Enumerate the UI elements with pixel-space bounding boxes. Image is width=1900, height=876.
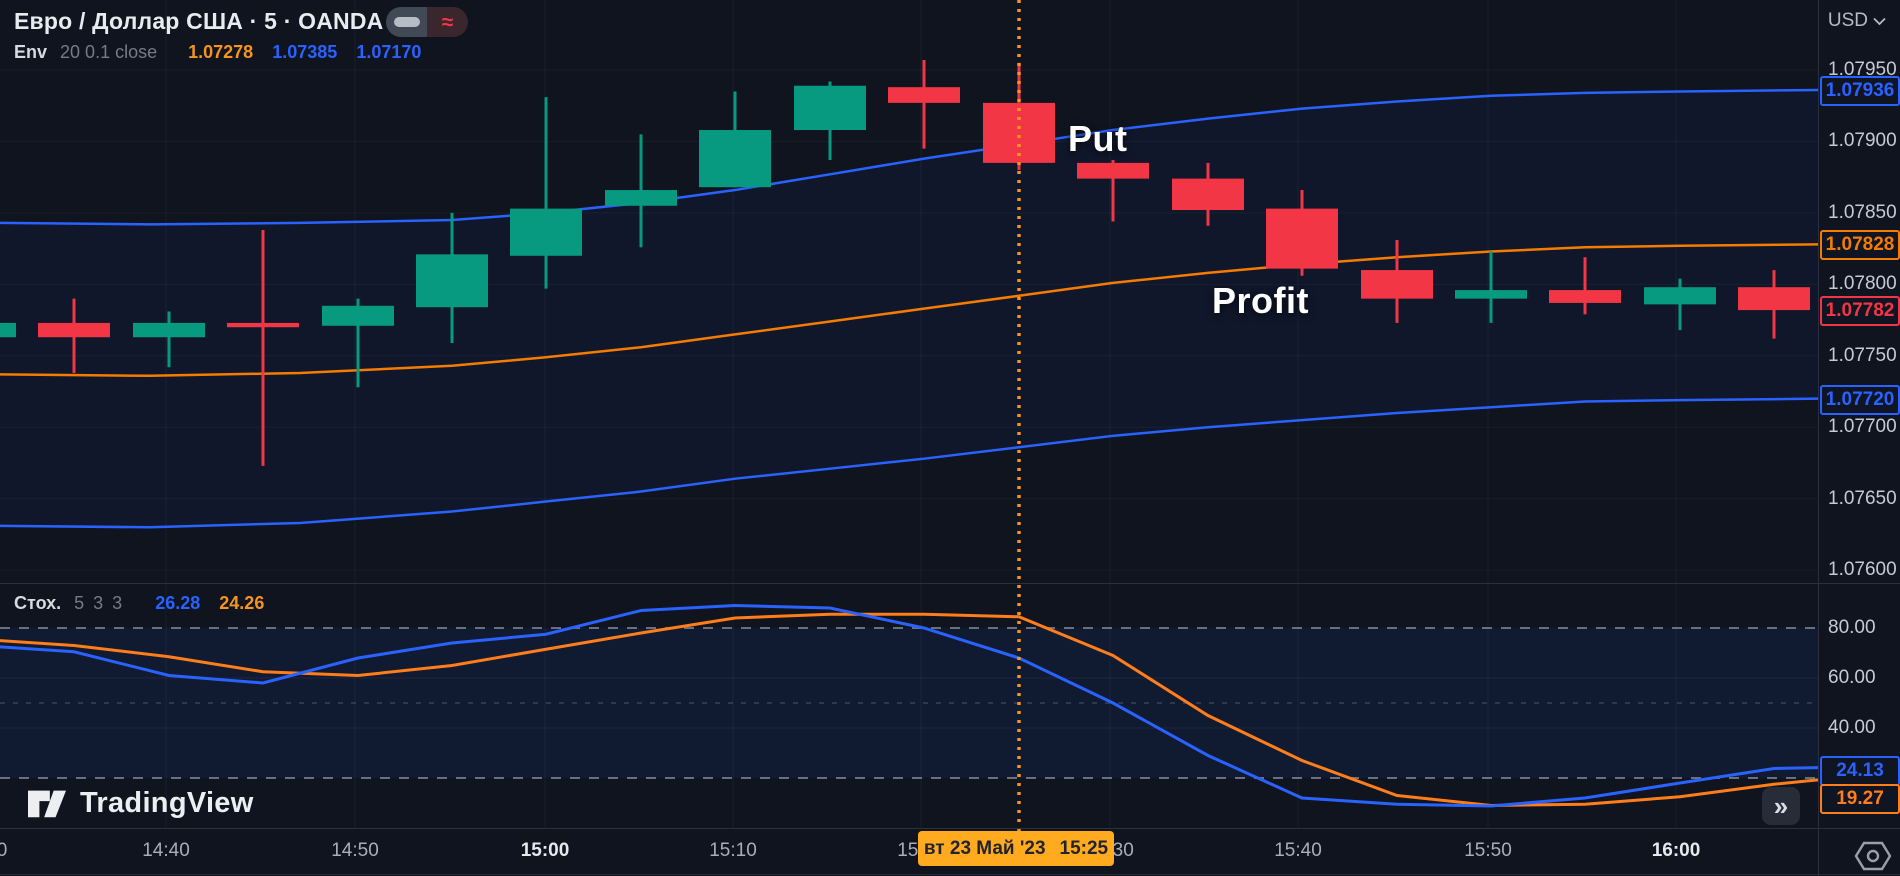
crosshair-time: 15:25	[1059, 837, 1109, 859]
crosshair-date: вт 23 Май '23	[923, 837, 1046, 859]
stoch-d-line	[0, 612, 1819, 808]
candle-body	[1266, 208, 1338, 269]
time-axis-label: 15:00	[520, 840, 570, 861]
price-badge: 1.07936	[1820, 76, 1900, 107]
candle-body	[133, 322, 205, 338]
price-axis-label: 1.07600	[1828, 559, 1897, 581]
wave-style-segment[interactable]: ≈	[427, 7, 468, 37]
envelope-basis-line	[0, 243, 1819, 378]
candle-body	[227, 322, 299, 328]
stoch-axis-label: 60.00	[1828, 667, 1876, 688]
candle-body	[1738, 287, 1810, 311]
tradingview-mark-icon	[28, 790, 66, 818]
candle-body	[322, 305, 394, 326]
envelope-upper-line	[0, 88, 1819, 226]
stoch-badge: 24.13	[1820, 756, 1900, 786]
time-axis-label: 15:40	[1274, 840, 1322, 861]
candle-body	[1549, 290, 1621, 303]
time-axis-label: 14:40	[142, 840, 190, 861]
stoch-name: Стох.	[14, 593, 62, 613]
candle-body	[1077, 162, 1149, 179]
candle-body	[0, 322, 16, 338]
indicator-params: 20 0.1 close	[60, 42, 158, 62]
candle-body	[794, 85, 866, 131]
env-lower-value: 1.07170	[356, 42, 422, 62]
profit-annotation: Profit	[1212, 280, 1309, 321]
currency-label: USD	[1827, 10, 1868, 31]
double-chevron-right-icon: »	[1773, 790, 1789, 821]
candle-body	[605, 190, 677, 206]
candle-style-segment[interactable]	[386, 7, 427, 37]
tradingview-logo[interactable]: TradingView	[26, 784, 254, 822]
price-badge: 1.07828	[1820, 230, 1900, 261]
envelope-lower-line	[0, 397, 1819, 529]
env-upper-value: 1.07385	[272, 42, 338, 62]
stochastic-legend: Стох. 5 3 3 26.28 24.26	[14, 593, 278, 614]
candle-body	[510, 208, 582, 256]
price-axis-label: 1.07650	[1828, 487, 1897, 509]
stoch-params: 5 3 3	[74, 593, 125, 613]
price-axis-label: 1.07900	[1828, 130, 1897, 152]
candle-body	[699, 130, 771, 188]
candle-body	[1644, 287, 1716, 305]
candle-body	[1172, 178, 1244, 211]
time-axis-label: 14:50	[331, 840, 379, 861]
stoch-axis-label: 40.00	[1828, 717, 1876, 738]
stoch-k-line	[0, 603, 1819, 808]
price-axis-label: 1.07750	[1828, 344, 1897, 366]
candle-body	[416, 254, 488, 308]
envelope-band-fill	[0, 90, 1818, 528]
put-annotation: Put	[1068, 118, 1128, 159]
chevron-down-icon	[1873, 17, 1886, 25]
expand-panel-button[interactable]: »	[1762, 787, 1800, 825]
price-axis-label: 1.07950	[1828, 59, 1897, 81]
price-axis-label: 1.07800	[1828, 273, 1897, 295]
envelope-legend: Env 20 0.1 close 1.07278 1.07385 1.07170	[14, 42, 435, 63]
stoch-axis-label: 80.00	[1828, 617, 1876, 638]
wave-icon: ≈	[441, 10, 454, 34]
time-axis-label: 16:00	[1651, 840, 1701, 861]
env-basis-value: 1.07278	[188, 42, 254, 62]
candle-body	[888, 87, 960, 103]
time-axis-label: 15:10	[709, 840, 757, 861]
time-axis-label: 15:50	[1464, 840, 1512, 861]
indicator-name: Env	[14, 42, 48, 62]
stoch-k-value: 26.28	[155, 593, 201, 613]
price-badge: 1.07782	[1820, 296, 1900, 327]
price-axis-label: 1.07850	[1828, 201, 1897, 223]
stoch-badge: 19.27	[1820, 784, 1900, 814]
dash-icon	[393, 17, 420, 27]
price-badge: 1.07720	[1820, 384, 1900, 415]
price-axis-label: 1.07700	[1828, 416, 1897, 438]
candle-body	[38, 322, 110, 338]
tradingview-wordmark: TradingView	[80, 786, 254, 819]
candle-body	[1361, 270, 1433, 299]
candle-body	[1455, 290, 1527, 299]
candle-body	[983, 102, 1055, 163]
time-axis-label: 0	[0, 840, 8, 861]
stoch-band-fill	[0, 628, 1818, 778]
currency-switcher[interactable]: USD	[1828, 10, 1886, 32]
symbol-title[interactable]: Евро / Доллар США · 5 · OANDA	[14, 8, 384, 34]
session-settings-icon[interactable]	[1854, 841, 1892, 876]
stoch-d-value: 24.26	[219, 593, 265, 613]
chart-style-toggle[interactable]: ≈	[386, 7, 468, 37]
crosshair-date-badge: вт 23 Май '23 15:25	[918, 831, 1114, 866]
